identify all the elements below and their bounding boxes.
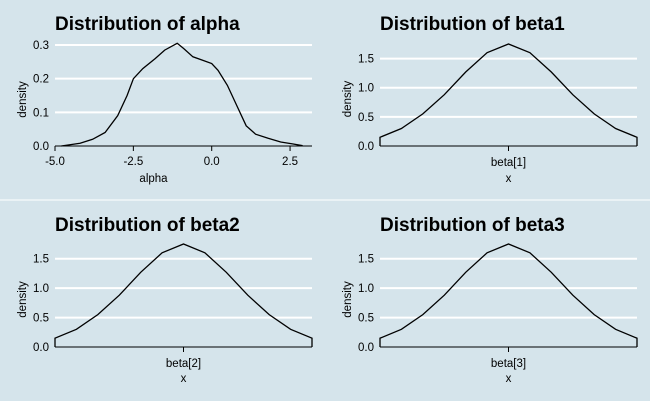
x-axis-label: x bbox=[506, 173, 512, 185]
x-tick-label: 0.0 bbox=[204, 156, 220, 168]
y-tick-label: 0.2 bbox=[33, 74, 49, 86]
chart-panel-2: 0.0 0.5 1.0 1.5 beta[1] Distribution of beta1… bbox=[342, 14, 638, 185]
x-axis-label: x bbox=[181, 373, 187, 385]
chart-panel-3: 0.0 0.5 1.0 1.5 beta[2] Distribution of beta2… bbox=[17, 215, 313, 385]
y-tick-label: 0.3 bbox=[33, 40, 49, 52]
y-tick-label: 1.0 bbox=[33, 283, 49, 295]
density-line bbox=[61, 42, 303, 147]
chart-title: Distribution of beta2 bbox=[55, 215, 240, 236]
y-tick-label: 0.1 bbox=[33, 107, 49, 119]
y-tick-label: 1.5 bbox=[358, 54, 374, 66]
y-tick-label: 1.0 bbox=[358, 283, 374, 295]
x-tick-label: -5.0 bbox=[45, 156, 65, 168]
y-tick-label: 0.5 bbox=[358, 112, 374, 124]
y-tick-label: 0.5 bbox=[358, 313, 374, 325]
density-line bbox=[379, 243, 638, 347]
y-tick-label: 1.5 bbox=[358, 254, 374, 266]
chart-panel-1: 0.0 0.1 0.2 0.3 -5.0 -2.5 0.0 2.5 Distribution o… bbox=[17, 14, 312, 185]
y-tick-label: 0.0 bbox=[358, 141, 374, 153]
x-tick-label: 2.5 bbox=[282, 156, 298, 168]
x-tick-label: -2.5 bbox=[123, 156, 143, 168]
y-tick-label: 0.0 bbox=[358, 342, 374, 354]
chart-title: Distribution of beta1 bbox=[380, 14, 565, 35]
density-line bbox=[54, 243, 313, 347]
y-tick-label: 0.0 bbox=[33, 141, 49, 153]
y-axis-label: density bbox=[17, 281, 29, 318]
chart-title: Distribution of beta3 bbox=[380, 215, 565, 236]
chart-title: Distribution of alpha bbox=[55, 14, 240, 35]
x-tick-label: beta[3] bbox=[491, 358, 526, 370]
y-axis-label: density bbox=[17, 81, 29, 118]
y-tick-label: 1.5 bbox=[33, 254, 49, 266]
x-tick-label: beta[1] bbox=[491, 157, 526, 169]
y-axis-label: density bbox=[342, 281, 354, 318]
y-tick-label: 1.0 bbox=[358, 83, 374, 95]
x-axis-label: alpha bbox=[139, 173, 168, 185]
chart-panel-4: 0.0 0.5 1.0 1.5 beta[3] Distribution of beta3… bbox=[342, 215, 638, 385]
density-line bbox=[379, 43, 638, 146]
y-axis-label: density bbox=[342, 81, 354, 118]
y-tick-label: 0.0 bbox=[33, 342, 49, 354]
x-tick-label: beta[2] bbox=[166, 358, 201, 370]
y-tick-label: 0.5 bbox=[33, 313, 49, 325]
x-axis-label: x bbox=[506, 373, 512, 385]
